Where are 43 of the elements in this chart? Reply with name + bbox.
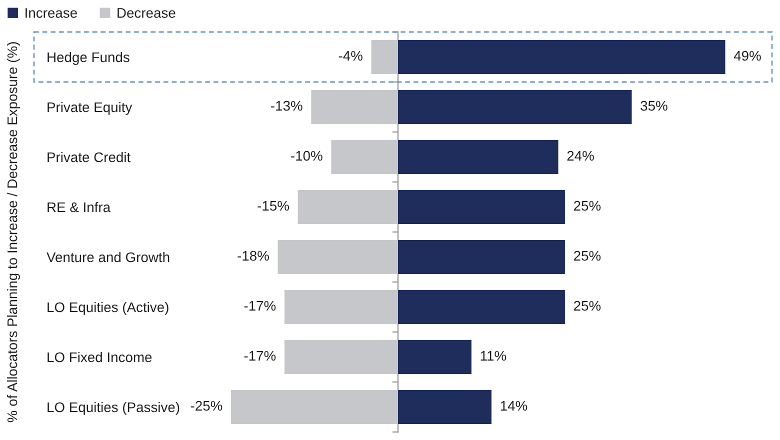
data-label: 11% [480,350,506,361]
y-tick-label: LO Equities (Passive) [48,402,180,415]
y-tick-label: Venture and Growth [46,252,170,262]
y-tick-label: LO Fixed Income [48,352,152,362]
legend-label: Decrease [118,8,176,18]
data-label: -25% [190,400,222,411]
bar [398,190,565,224]
data-label: -15% [258,200,289,211]
bar [371,40,398,74]
data-label: 25% [574,300,601,311]
data-label: 49% [734,50,761,61]
data-label: -4% [338,50,362,61]
bar [398,140,558,174]
bar [298,190,398,224]
data-label: -18% [238,250,269,261]
data-label: 25% [574,200,601,211]
bar [284,290,398,324]
bar [398,290,565,324]
bar [331,140,398,174]
y-tick-label: Private Equity [48,102,132,115]
legend-label: Increase [26,8,77,18]
bar [231,390,398,424]
data-label: -17% [244,350,276,361]
data-label: 24% [567,150,594,161]
data-label: -10% [291,150,322,161]
y-axis-title: % of Allocators Planning to Increase / Decrease Exposure (%) [7,42,20,422]
y-tick-label: RE & Infra [48,202,111,212]
data-label: 35% [640,100,668,111]
bar [311,90,398,124]
bar [398,40,726,74]
bar [398,390,492,424]
bar [398,240,565,274]
bar [284,340,398,374]
bar [278,240,398,274]
bar [398,340,472,374]
y-tick-label: Private Credit [48,152,131,162]
bar [398,90,632,124]
data-label: 25% [574,250,601,261]
data-label: 14% [500,400,528,411]
y-tick-label: LO Equities (Active) [48,302,168,315]
data-label: -13% [271,100,302,111]
data-label: -17% [244,300,276,311]
y-tick-label: Hedge Funds [48,52,130,65]
